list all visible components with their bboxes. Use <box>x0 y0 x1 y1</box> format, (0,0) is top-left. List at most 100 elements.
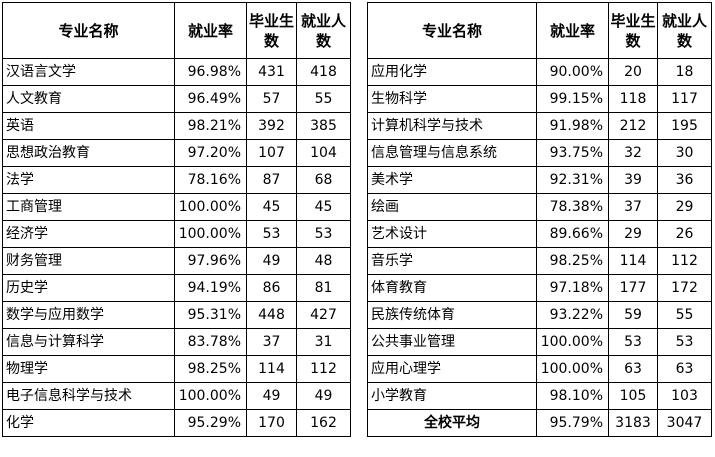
table-row: 体育教育 97.18% 177 172 <box>367 274 712 302</box>
employed-cell: 117 <box>657 85 712 113</box>
major-cell: 公共事业管理 <box>367 328 537 356</box>
graduates-cell: 212 <box>608 112 658 140</box>
major-cell: 应用化学 <box>367 58 537 86</box>
header-employed: 就业人数 <box>296 2 351 59</box>
table-row: 财务管理 97.96% 49 48 <box>2 247 351 275</box>
table-row: 音乐学 98.25% 114 112 <box>367 247 712 275</box>
rate-cell: 90.00% <box>536 58 609 86</box>
table-row: 物理学 98.25% 114 112 <box>2 355 351 383</box>
employed-cell: 418 <box>296 58 351 86</box>
employed-cell: 18 <box>657 58 712 86</box>
table-row: 数学与应用数学 95.31% 448 427 <box>2 301 351 329</box>
employed-cell: 63 <box>657 355 712 383</box>
employed-cell: 29 <box>657 193 712 221</box>
major-cell: 绘画 <box>367 193 537 221</box>
major-cell: 英语 <box>2 112 175 140</box>
graduates-cell: 32 <box>608 139 658 167</box>
header-major: 专业名称 <box>2 2 175 59</box>
table-row: 思想政治教育 97.20% 107 104 <box>2 139 351 167</box>
graduates-cell: 37 <box>246 328 297 356</box>
major-cell: 法学 <box>2 166 175 194</box>
rate-cell: 100.00% <box>536 355 609 383</box>
graduates-cell: 392 <box>246 112 297 140</box>
major-cell: 化学 <box>2 409 175 437</box>
table-row: 汉语言文学 96.98% 431 418 <box>2 58 351 86</box>
rate-cell: 97.96% <box>174 247 247 275</box>
rate-cell: 99.15% <box>536 85 609 113</box>
rate-cell: 83.78% <box>174 328 247 356</box>
rate-cell: 95.29% <box>174 409 247 437</box>
table-row: 绘画 78.38% 37 29 <box>367 193 712 221</box>
major-cell: 数学与应用数学 <box>2 301 175 329</box>
table-row: 信息管理与信息系统 93.75% 32 30 <box>367 139 712 167</box>
rate-cell: 93.75% <box>536 139 609 167</box>
major-cell: 汉语言文学 <box>2 58 175 86</box>
major-cell: 计算机科学与技术 <box>367 112 537 140</box>
major-cell: 物理学 <box>2 355 175 383</box>
rate-cell: 97.20% <box>174 139 247 167</box>
employed-cell: 81 <box>296 274 351 302</box>
rate-cell: 98.21% <box>174 112 247 140</box>
major-cell: 生物科学 <box>367 85 537 113</box>
employed-cell: 162 <box>296 409 351 437</box>
employment-table-right: 专业名称 就业率 毕业生数 就业人数 应用化学 90.00% 20 18 生物科学 99.… <box>367 2 712 437</box>
employed-cell: 112 <box>296 355 351 383</box>
rate-cell: 89.66% <box>536 220 609 248</box>
major-cell: 小学教育 <box>367 382 537 410</box>
major-cell: 信息与计算科学 <box>2 328 175 356</box>
table-row: 小学教育 98.10% 105 103 <box>367 382 712 410</box>
graduates-cell: 63 <box>608 355 658 383</box>
rate-cell: 100.00% <box>174 220 247 248</box>
graduates-cell: 49 <box>246 382 297 410</box>
employed-cell: 48 <box>296 247 351 275</box>
major-cell: 美术学 <box>367 166 537 194</box>
major-cell: 财务管理 <box>2 247 175 275</box>
total-rate-cell: 95.79% <box>536 409 609 437</box>
employed-cell: 53 <box>657 328 712 356</box>
rate-cell: 98.25% <box>536 247 609 275</box>
employed-cell: 55 <box>296 85 351 113</box>
graduates-cell: 431 <box>246 58 297 86</box>
employed-cell: 427 <box>296 301 351 329</box>
employed-cell: 45 <box>296 193 351 221</box>
rate-cell: 91.98% <box>536 112 609 140</box>
rate-cell: 95.31% <box>174 301 247 329</box>
employed-cell: 68 <box>296 166 351 194</box>
major-cell: 音乐学 <box>367 247 537 275</box>
header-graduates: 毕业生数 <box>608 2 658 59</box>
table-row: 公共事业管理 100.00% 53 53 <box>367 328 712 356</box>
table-row: 人文教育 96.49% 57 55 <box>2 85 351 113</box>
rate-cell: 100.00% <box>174 193 247 221</box>
graduates-cell: 53 <box>246 220 297 248</box>
employed-cell: 104 <box>296 139 351 167</box>
employed-cell: 172 <box>657 274 712 302</box>
rate-cell: 98.10% <box>536 382 609 410</box>
rate-cell: 98.25% <box>174 355 247 383</box>
table-row: 艺术设计 89.66% 29 26 <box>367 220 712 248</box>
table-header-row: 专业名称 就业率 毕业生数 就业人数 <box>2 2 351 59</box>
major-cell: 人文教育 <box>2 85 175 113</box>
major-cell: 经济学 <box>2 220 175 248</box>
graduates-cell: 86 <box>246 274 297 302</box>
employed-cell: 30 <box>657 139 712 167</box>
table-row: 电子信息科学与技术 100.00% 49 49 <box>2 382 351 410</box>
rate-cell: 92.31% <box>536 166 609 194</box>
table-row: 经济学 100.00% 53 53 <box>2 220 351 248</box>
graduates-cell: 37 <box>608 193 658 221</box>
major-cell: 历史学 <box>2 274 175 302</box>
header-major: 专业名称 <box>367 2 537 59</box>
graduates-cell: 118 <box>608 85 658 113</box>
graduates-cell: 39 <box>608 166 658 194</box>
employed-cell: 385 <box>296 112 351 140</box>
employed-cell: 112 <box>657 247 712 275</box>
graduates-cell: 170 <box>246 409 297 437</box>
rate-cell: 100.00% <box>536 328 609 356</box>
employed-cell: 195 <box>657 112 712 140</box>
graduates-cell: 45 <box>246 193 297 221</box>
rate-cell: 78.38% <box>536 193 609 221</box>
rate-cell: 94.19% <box>174 274 247 302</box>
rate-cell: 96.98% <box>174 58 247 86</box>
major-cell: 思想政治教育 <box>2 139 175 167</box>
graduates-cell: 20 <box>608 58 658 86</box>
graduates-cell: 448 <box>246 301 297 329</box>
